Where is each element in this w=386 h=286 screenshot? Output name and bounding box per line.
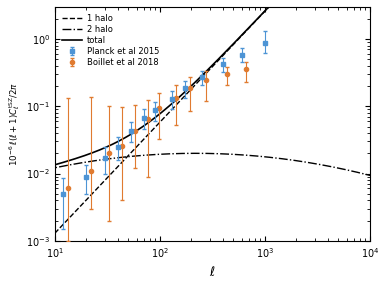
- Y-axis label: $10^{-6}\,\ell(\ell+1)C_\ell^{\rm tSZ}/2\pi$: $10^{-6}\,\ell(\ell+1)C_\ell^{\rm tSZ}/2…: [7, 82, 22, 166]
- X-axis label: $\ell$: $\ell$: [209, 265, 216, 279]
- 2 halo: [270, 156, 275, 159]
- 1 halo: [64, 219, 69, 223]
- total: [64, 160, 69, 163]
- 2 halo: [250, 154, 255, 157]
- Line: 2 halo: 2 halo: [45, 153, 386, 184]
- Line: total: total: [45, 0, 386, 168]
- 1 halo: [270, 2, 274, 5]
- 2 halo: [350, 169, 355, 173]
- total: [249, 23, 254, 26]
- total: [259, 13, 264, 17]
- 1 halo: [249, 23, 254, 27]
- Legend: 1 halo, 2 halo, total, Planck et al 2015, Boillet et al 2018: 1 halo, 2 halo, total, Planck et al 2015…: [59, 11, 161, 69]
- 2 halo: [42, 168, 47, 172]
- 1 halo: [42, 242, 47, 246]
- 2 halo: [259, 155, 264, 158]
- total: [270, 2, 274, 5]
- total: [42, 166, 47, 169]
- 2 halo: [313, 162, 318, 166]
- 1 halo: [259, 13, 264, 17]
- 2 halo: [64, 164, 69, 167]
- 2 halo: [193, 152, 198, 155]
- Line: 1 halo: 1 halo: [45, 0, 386, 244]
